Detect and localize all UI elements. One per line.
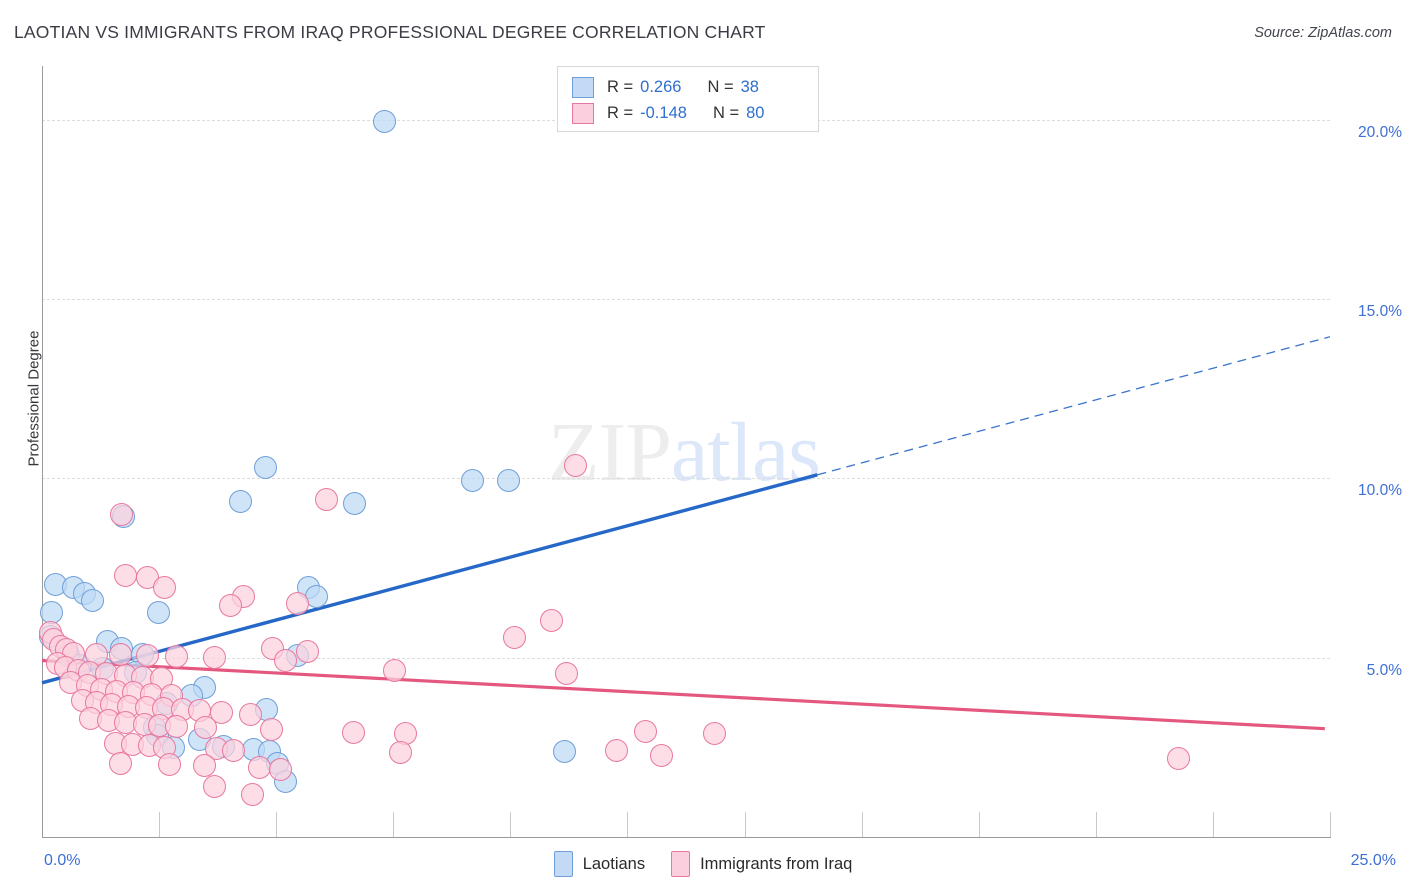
plot-area xyxy=(42,66,1330,837)
legend-item-iraq[interactable]: Immigrants from Iraq xyxy=(671,851,852,877)
gridline-y xyxy=(42,657,1330,659)
scatter-point[interactable] xyxy=(373,110,397,134)
scatter-point[interactable] xyxy=(342,491,366,515)
scatter-point[interactable] xyxy=(1166,747,1190,771)
source-attribution: Source: ZipAtlas.com xyxy=(1254,25,1392,41)
legend-swatch-iraq xyxy=(671,851,691,877)
stats-r-value-laotians: 0.266 xyxy=(640,77,682,96)
scatter-point[interactable] xyxy=(503,626,527,650)
scatter-point[interactable] xyxy=(253,456,277,480)
scatter-point[interactable] xyxy=(342,720,366,744)
x-tick-mark xyxy=(510,812,512,837)
legend-label-laotians: Laotians xyxy=(582,854,646,873)
scatter-point[interactable] xyxy=(240,783,264,807)
scatter-point[interactable] xyxy=(247,755,271,779)
legend-label-iraq: Immigrants from Iraq xyxy=(700,854,853,873)
scatter-point[interactable] xyxy=(649,743,673,767)
scatter-point[interactable] xyxy=(702,722,726,746)
x-tick-mark xyxy=(159,812,161,837)
scatter-point[interactable] xyxy=(285,592,309,616)
scatter-point[interactable] xyxy=(314,488,338,512)
scatter-point[interactable] xyxy=(460,468,484,492)
x-tick-mark xyxy=(1095,812,1097,837)
gridline-y xyxy=(42,299,1330,301)
scatter-point[interactable] xyxy=(203,775,227,799)
scatter-point[interactable] xyxy=(108,751,132,775)
scatter-point[interactable] xyxy=(268,758,292,782)
x-tick-mark xyxy=(627,812,629,837)
stats-n-key-iraq: N = xyxy=(712,103,740,122)
y-axis-label: Professional Degree xyxy=(25,330,43,467)
scatter-point[interactable] xyxy=(218,594,242,618)
scatter-point[interactable] xyxy=(259,717,283,741)
scatter-point[interactable] xyxy=(113,563,137,587)
x-tick-mark xyxy=(1330,812,1331,837)
legend-item-laotians[interactable]: Laotians xyxy=(553,851,646,877)
scatter-point[interactable] xyxy=(153,576,177,600)
y-tick-label: 5.0% xyxy=(1366,661,1402,679)
x-axis-line xyxy=(42,837,1331,838)
scatter-point[interactable] xyxy=(604,738,628,762)
scatter-point[interactable] xyxy=(239,702,263,726)
y-tick-label: 20.0% xyxy=(1358,123,1402,141)
scatter-point[interactable] xyxy=(295,639,319,663)
scatter-point[interactable] xyxy=(383,658,407,682)
stats-n-value-iraq: 80 xyxy=(746,103,765,122)
stats-swatch-laotians xyxy=(572,76,594,98)
scatter-point[interactable] xyxy=(165,645,189,669)
stats-r-key-iraq: R = xyxy=(607,103,634,122)
scatter-point[interactable] xyxy=(222,738,246,762)
scatter-point[interactable] xyxy=(228,490,252,514)
stats-row-laotians: R = 0.266 N = 38 xyxy=(572,74,759,100)
y-tick-label: 15.0% xyxy=(1358,303,1402,321)
correlation-stats-box: R = 0.266 N = 38 R = -0.148 N = 80 xyxy=(557,66,819,132)
x-tick-mark xyxy=(1212,812,1214,837)
scatter-point[interactable] xyxy=(158,753,182,777)
x-tick-label-min: 0.0% xyxy=(44,852,81,869)
scatter-point[interactable] xyxy=(147,601,171,625)
scatter-point[interactable] xyxy=(209,700,233,724)
x-tick-mark xyxy=(744,812,746,837)
page-title: LAOTIAN VS IMMIGRANTS FROM IRAQ PROFESSI… xyxy=(14,22,766,42)
x-tick-mark xyxy=(978,812,980,837)
stats-n-value-laotians: 38 xyxy=(740,77,759,96)
scatter-point[interactable] xyxy=(165,715,189,739)
scatter-point[interactable] xyxy=(496,468,520,492)
x-tick-mark xyxy=(393,812,395,837)
scatter-point[interactable] xyxy=(110,503,134,527)
stats-n-key-laotians: N = xyxy=(707,77,734,96)
y-tick-label: 10.0% xyxy=(1358,482,1402,500)
scatter-point[interactable] xyxy=(194,716,218,740)
scatter-point[interactable] xyxy=(539,608,563,632)
scatter-point[interactable] xyxy=(192,754,216,778)
scatter-point[interactable] xyxy=(554,662,578,686)
scatter-point[interactable] xyxy=(80,588,104,612)
y-axis-line xyxy=(42,66,43,837)
legend-swatch-laotians xyxy=(553,851,573,877)
stats-r-value-iraq: -0.148 xyxy=(640,103,687,122)
stats-r-key-laotians: R = xyxy=(607,77,634,96)
series-legend: Laotians Immigrants from Iraq xyxy=(0,851,1406,877)
scatter-point[interactable] xyxy=(553,740,577,764)
scatter-point[interactable] xyxy=(563,454,587,478)
x-tick-mark xyxy=(276,812,278,837)
x-tick-label-max: 25.0% xyxy=(1350,852,1396,869)
stats-row-iraq: R = -0.148 N = 80 xyxy=(572,100,764,126)
scatter-point[interactable] xyxy=(203,646,227,670)
scatter-point[interactable] xyxy=(273,649,297,673)
stats-swatch-iraq xyxy=(572,102,594,124)
x-tick-mark xyxy=(861,812,863,837)
scatter-point[interactable] xyxy=(634,719,658,743)
gridline-y xyxy=(42,478,1330,480)
scatter-point[interactable] xyxy=(388,741,412,765)
